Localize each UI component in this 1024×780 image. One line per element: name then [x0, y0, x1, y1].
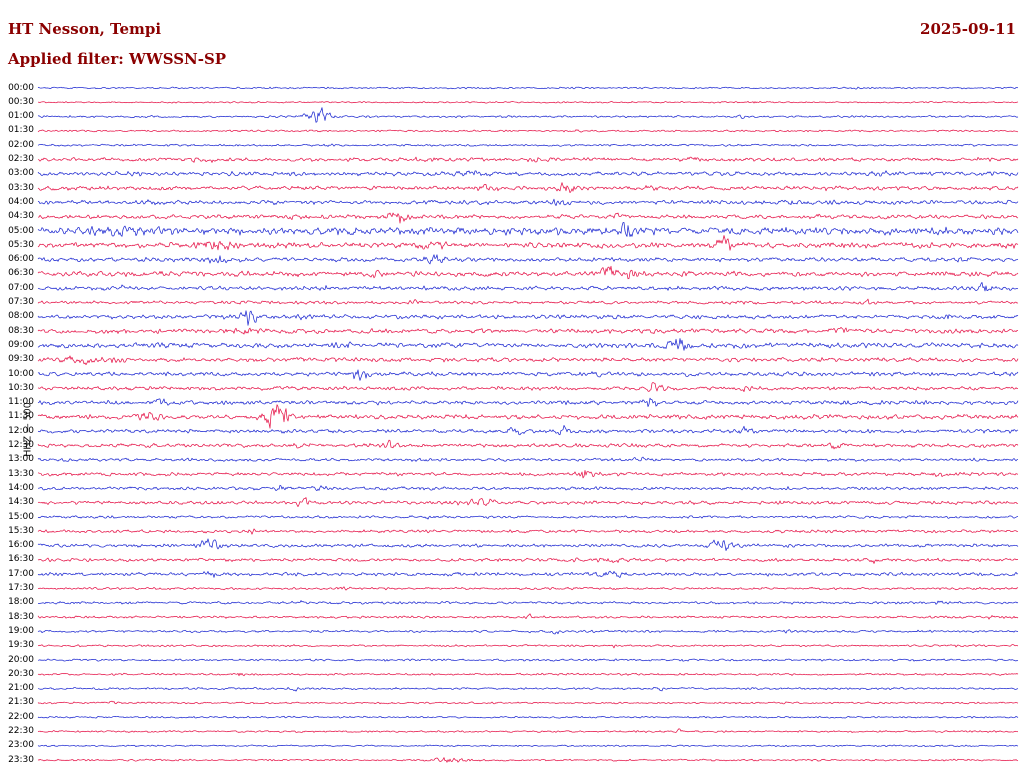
time-label: 18:00 [8, 597, 34, 608]
time-label: 01:30 [8, 125, 34, 136]
time-label: 15:30 [8, 525, 34, 536]
time-label: 07:00 [8, 282, 34, 293]
time-label: 11:00 [8, 397, 34, 408]
time-label: 08:30 [8, 325, 34, 336]
time-label: 19:00 [8, 625, 34, 636]
time-label: 14:30 [8, 497, 34, 508]
date-label: 2025-09-11 [920, 20, 1016, 38]
time-label: 12:00 [8, 425, 34, 436]
time-label: 16:30 [8, 554, 34, 565]
time-label: 02:00 [8, 139, 34, 150]
time-label: 10:00 [8, 368, 34, 379]
time-label: 10:30 [8, 382, 34, 393]
time-label: 09:30 [8, 354, 34, 365]
time-label: 03:30 [8, 182, 34, 193]
time-label: 05:30 [8, 239, 34, 250]
time-label: 23:30 [8, 754, 34, 765]
time-label: 06:00 [8, 254, 34, 265]
time-label: 08:00 [8, 311, 34, 322]
time-label: 23:00 [8, 740, 34, 751]
time-label: 21:30 [8, 697, 34, 708]
time-label: 13:30 [8, 468, 34, 479]
time-label: 15:00 [8, 511, 34, 522]
time-label: 04:30 [8, 211, 34, 222]
time-label: 00:00 [8, 82, 34, 93]
time-label: 07:30 [8, 297, 34, 307]
time-label: 06:30 [8, 268, 34, 279]
time-label: 05:00 [8, 225, 34, 236]
filter-label: Applied filter: WWSSN-SP [8, 50, 227, 68]
time-label: 22:00 [8, 711, 34, 722]
time-label: 13:00 [8, 454, 34, 465]
time-label: 14:00 [8, 482, 34, 493]
time-label: 20:00 [8, 654, 34, 665]
time-label: 22:30 [8, 726, 34, 736]
time-label: 12:30 [8, 440, 34, 450]
time-label: 21:00 [8, 683, 34, 694]
station-title: HT Nesson, Tempi [8, 20, 162, 38]
time-label: 01:00 [8, 111, 34, 122]
time-label: 02:30 [8, 154, 34, 164]
time-label: 03:00 [8, 168, 34, 179]
time-label: 20:30 [8, 668, 34, 679]
time-label: 17:00 [8, 568, 34, 579]
time-label: 16:00 [8, 540, 34, 551]
time-label: 04:00 [8, 196, 34, 207]
time-label: 11:30 [8, 411, 34, 422]
time-label: 00:30 [8, 96, 34, 107]
time-label: 19:30 [8, 640, 34, 651]
time-label: 18:30 [8, 611, 34, 622]
time-label: 17:30 [8, 583, 34, 593]
time-label: 09:00 [8, 339, 34, 350]
